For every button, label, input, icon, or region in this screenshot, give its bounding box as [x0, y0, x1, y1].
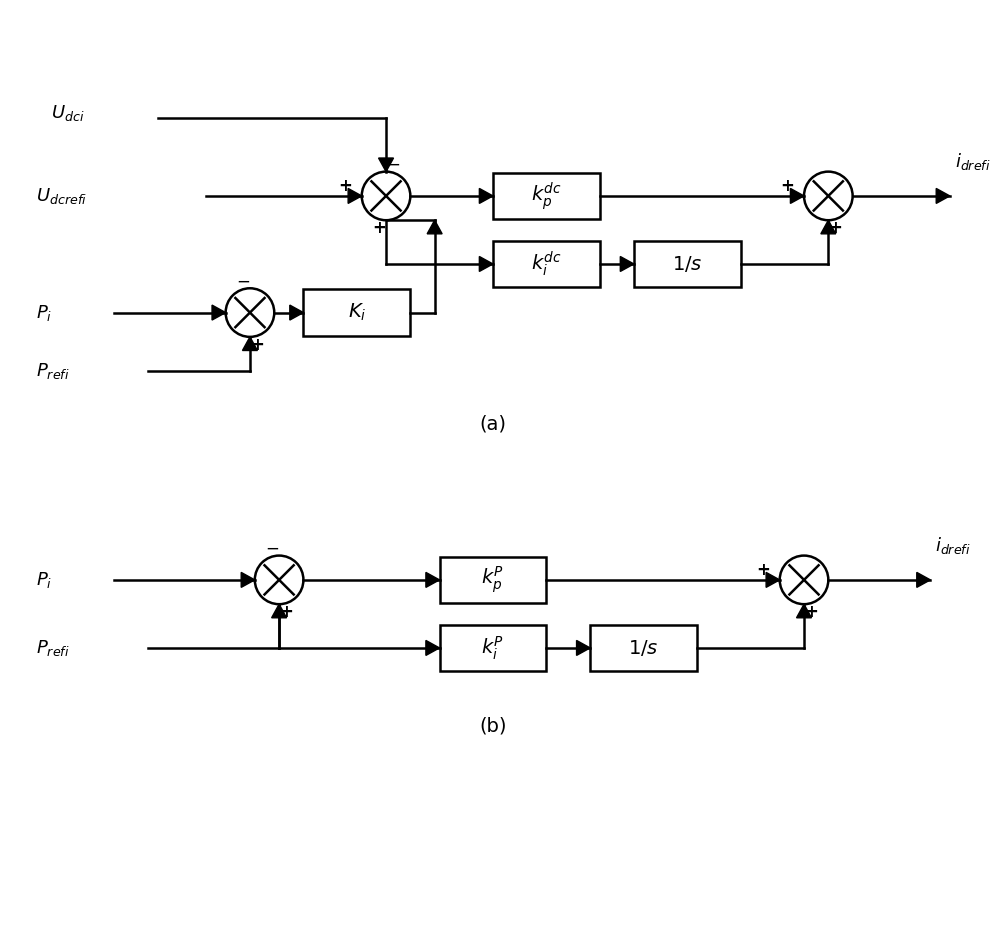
Text: +: + — [756, 561, 770, 579]
Text: (b): (b) — [479, 716, 507, 736]
Polygon shape — [379, 158, 394, 172]
Polygon shape — [242, 337, 257, 351]
Text: +: + — [279, 603, 293, 620]
Bar — [590, 624, 697, 671]
Polygon shape — [577, 640, 590, 655]
Text: $k_i^{dc}$: $k_i^{dc}$ — [531, 250, 562, 278]
Text: $k_p^{P}$: $k_p^{P}$ — [481, 565, 504, 595]
Text: $i_{drefi}$: $i_{drefi}$ — [955, 152, 991, 173]
Text: $k_i^{P}$: $k_i^{P}$ — [481, 635, 504, 662]
Text: +: + — [828, 219, 842, 237]
Polygon shape — [936, 189, 950, 204]
Text: $k_p^{dc}$: $k_p^{dc}$ — [531, 180, 562, 212]
Polygon shape — [241, 572, 255, 587]
Text: +: + — [250, 336, 264, 354]
Text: $-$: $-$ — [236, 272, 250, 290]
Polygon shape — [426, 572, 440, 587]
Text: $P_i$: $P_i$ — [36, 570, 52, 590]
Polygon shape — [797, 604, 812, 618]
Polygon shape — [790, 189, 804, 204]
Polygon shape — [426, 640, 440, 655]
Text: +: + — [804, 603, 818, 620]
Text: +: + — [781, 177, 794, 195]
Text: $P_i$: $P_i$ — [36, 303, 52, 323]
Text: $1/s$: $1/s$ — [672, 254, 703, 274]
Polygon shape — [290, 306, 303, 320]
Bar — [440, 624, 546, 671]
Bar — [493, 240, 600, 288]
Polygon shape — [917, 572, 930, 587]
Polygon shape — [479, 256, 493, 272]
Text: $U_{dcrefi}$: $U_{dcrefi}$ — [36, 186, 87, 206]
Polygon shape — [479, 189, 493, 204]
Polygon shape — [427, 221, 442, 234]
Polygon shape — [272, 604, 287, 618]
Text: $-$: $-$ — [386, 155, 400, 173]
Text: $U_{dci}$: $U_{dci}$ — [51, 104, 84, 124]
Text: $K_i$: $K_i$ — [348, 302, 366, 323]
Text: $P_{refi}$: $P_{refi}$ — [36, 361, 70, 381]
Text: (a): (a) — [479, 415, 506, 434]
Polygon shape — [766, 572, 780, 587]
Text: $i_{drefi}$: $i_{drefi}$ — [935, 536, 971, 556]
Bar — [493, 173, 600, 220]
Polygon shape — [212, 306, 226, 320]
Bar — [634, 240, 741, 288]
Text: $1/s$: $1/s$ — [628, 637, 659, 658]
Text: $P_{refi}$: $P_{refi}$ — [36, 637, 70, 658]
Polygon shape — [821, 221, 836, 234]
Bar — [440, 556, 546, 604]
Text: +: + — [338, 177, 352, 195]
Polygon shape — [620, 256, 634, 272]
Text: $-$: $-$ — [265, 538, 279, 556]
Bar — [303, 290, 410, 336]
Polygon shape — [348, 189, 362, 204]
Text: +: + — [372, 219, 386, 237]
